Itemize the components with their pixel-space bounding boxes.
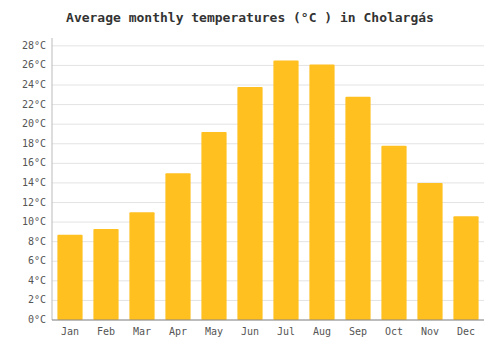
- x-tick-label: Jan: [61, 326, 79, 337]
- grid-line: [52, 143, 484, 144]
- y-tick-label: 0°C: [28, 314, 46, 325]
- x-tick-label: Dec: [457, 326, 475, 337]
- x-tick-label: Apr: [169, 326, 187, 337]
- x-tick-label: Feb: [97, 326, 115, 337]
- x-tick-label: Mar: [133, 326, 151, 337]
- bar: [417, 183, 442, 320]
- y-tick-label: 28°C: [22, 40, 46, 51]
- grid-line: [52, 124, 484, 125]
- grid-line: [52, 85, 484, 86]
- bar: [165, 173, 190, 320]
- grid-line: [52, 104, 484, 105]
- x-tick-label: Nov: [421, 326, 439, 337]
- bar: [309, 64, 334, 320]
- y-tick-label: 18°C: [22, 138, 46, 149]
- bar: [237, 87, 262, 320]
- grid-line: [52, 65, 484, 66]
- bar: [57, 235, 82, 320]
- bar: [453, 216, 478, 320]
- bar: [381, 146, 406, 320]
- x-tick-label: Jun: [241, 326, 259, 337]
- y-tick-labels: 0°C 2°C 4°C 6°C 8°C 10°C 12°C 14°C 16°C 18°C 20°C 2…: [22, 40, 46, 325]
- y-tick-label: 8°C: [28, 236, 46, 247]
- y-tick-label: 24°C: [22, 79, 46, 90]
- bar: [129, 212, 154, 320]
- y-tick-label: 20°C: [22, 118, 46, 129]
- bar: [93, 229, 118, 320]
- y-tick-label: 16°C: [22, 157, 46, 168]
- chart-container: Average monthly temperatures (°C ) in Ch…: [0, 0, 500, 350]
- chart-svg: Average monthly temperatures (°C ) in Ch…: [0, 0, 500, 350]
- bar: [201, 132, 226, 320]
- y-tick-label: 4°C: [28, 275, 46, 286]
- y-grid: [52, 46, 484, 320]
- bar: [273, 61, 298, 320]
- chart-title: Average monthly temperatures (°C ) in Ch…: [66, 10, 434, 25]
- y-tick-label: 6°C: [28, 255, 46, 266]
- x-tick-label: Oct: [385, 326, 403, 337]
- grid-line: [52, 45, 484, 46]
- x-tick-label: Sep: [349, 326, 367, 337]
- x-tick-label: May: [205, 326, 223, 337]
- grid-line: [52, 320, 484, 321]
- grid-line: [52, 163, 484, 164]
- x-tick-label: Aug: [313, 326, 331, 337]
- y-tick-label: 14°C: [22, 177, 46, 188]
- bars: [57, 61, 478, 320]
- y-tick-label: 2°C: [28, 294, 46, 305]
- y-tick-label: 22°C: [22, 99, 46, 110]
- x-axis-line: [52, 320, 484, 321]
- y-tick-label: 26°C: [22, 59, 46, 70]
- x-tick-labels: Jan Feb Mar Apr May Jun Jul Aug Sep Oct Nov Dec: [61, 326, 475, 337]
- x-tick-label: Jul: [277, 326, 295, 337]
- y-tick-label: 10°C: [22, 216, 46, 227]
- y-axis-line: [52, 38, 53, 320]
- bar: [345, 97, 370, 320]
- y-tick-label: 12°C: [22, 197, 46, 208]
